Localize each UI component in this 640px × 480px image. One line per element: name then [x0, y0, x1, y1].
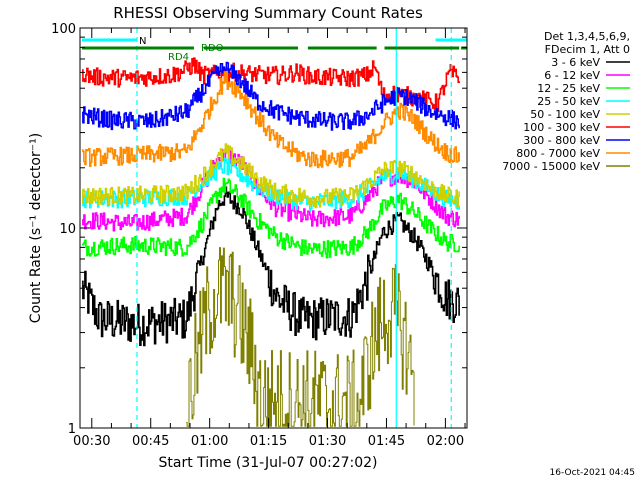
legend-label: 300 - 800 keV — [523, 134, 600, 147]
legend-label: 25 - 50 keV — [537, 95, 600, 108]
y-tick-label: 100 — [51, 22, 76, 37]
legend-label: 7000 - 15000 keV — [502, 160, 600, 173]
x-tick-label: 01:15 — [250, 434, 287, 449]
legend-label: 50 - 100 keV — [530, 108, 600, 121]
axes: 1 10 100 00:30 00:45 01:00 01:15 01:30 01:45 02:0… — [51, 22, 468, 449]
series-line-8 — [186, 247, 415, 427]
status-flags: N RD4 RDO — [81, 28, 467, 428]
legend: Det 1,3,4,5,6,9,FDecim 1, Att 03 - 6 keV… — [502, 30, 630, 173]
legend-label: 12 - 25 keV — [537, 82, 600, 95]
legend-header: Det 1,3,4,5,6,9, — [544, 30, 630, 43]
rd4-label: RD4 — [168, 52, 189, 63]
x-tick-label: 01:30 — [309, 434, 346, 449]
x-tick-label: 00:30 — [73, 434, 110, 449]
legend-label: 6 - 12 keV — [544, 69, 600, 82]
rdo-label: RDO — [201, 43, 224, 54]
x-tick-label: 01:45 — [368, 434, 405, 449]
x-tick-label: 02:00 — [427, 434, 464, 449]
legend-label: 3 - 6 keV — [551, 56, 600, 69]
night-label: N — [139, 36, 146, 47]
legend-label: 800 - 7000 keV — [516, 147, 600, 160]
legend-label: 100 - 300 keV — [523, 121, 600, 134]
y-axis-label: Count Rate (s⁻¹ detector⁻¹) — [28, 133, 44, 323]
y-tick-label: 10 — [59, 222, 76, 237]
legend-header: FDecim 1, Att 0 — [545, 43, 630, 56]
x-tick-label: 01:00 — [191, 434, 228, 449]
x-tick-label: 00:45 — [132, 434, 169, 449]
chart-title: RHESSI Observing Summary Count Rates — [113, 4, 423, 22]
x-axis-label: Start Time (31-Jul-07 00:27:02) — [158, 455, 377, 471]
y-tick-label: 1 — [68, 422, 76, 437]
timestamp: 16-Oct-2021 04:45 — [550, 468, 635, 478]
